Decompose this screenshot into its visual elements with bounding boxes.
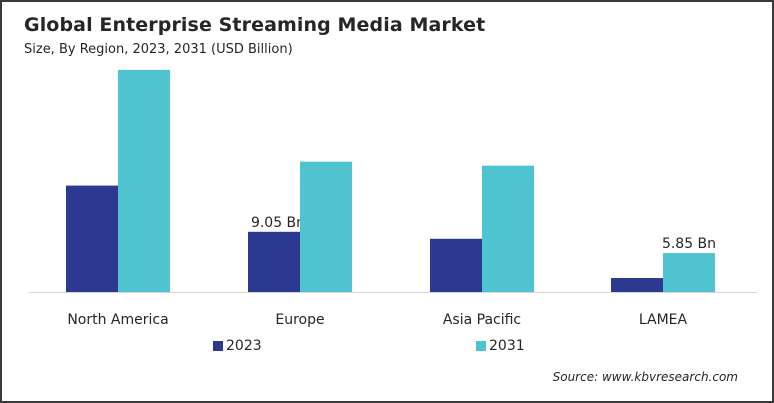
x-tick-label-asia-pacific: Asia Pacific bbox=[443, 312, 521, 328]
x-tick-label-north-america: North America bbox=[67, 312, 168, 328]
legend-label-2023: 2023 bbox=[226, 338, 262, 354]
legend-item-2023: 2023 bbox=[213, 338, 262, 354]
bar-lamea-2023 bbox=[611, 278, 663, 292]
data-label-europe-2023: 9.05 Bn bbox=[251, 215, 305, 231]
bar-north-america-2031 bbox=[118, 69, 170, 292]
bar-europe-2023 bbox=[248, 231, 300, 292]
x-tick-label-europe: Europe bbox=[275, 312, 324, 328]
bar-europe-2031 bbox=[300, 161, 352, 292]
source-note: Source: www.kbvresearch.com bbox=[552, 370, 738, 384]
bar-lamea-2031 bbox=[663, 253, 715, 292]
data-label-lamea-2031: 5.85 Bn bbox=[662, 236, 716, 252]
bar-asia-pacific-2031 bbox=[482, 165, 534, 292]
bar-asia-pacific-2023 bbox=[430, 238, 482, 292]
legend-item-2031: 2031 bbox=[476, 338, 525, 354]
legend-swatch-2031 bbox=[476, 341, 486, 351]
chart-subtitle: Size, By Region, 2023, 2031 (USD Billion… bbox=[24, 42, 293, 57]
x-tick-label-lamea: LAMEA bbox=[639, 312, 688, 328]
legend-label-2031: 2031 bbox=[489, 338, 525, 354]
chart-title: Global Enterprise Streaming Media Market bbox=[24, 14, 486, 36]
bar-north-america-2023 bbox=[66, 185, 118, 292]
legend-swatch-2023 bbox=[213, 341, 223, 351]
